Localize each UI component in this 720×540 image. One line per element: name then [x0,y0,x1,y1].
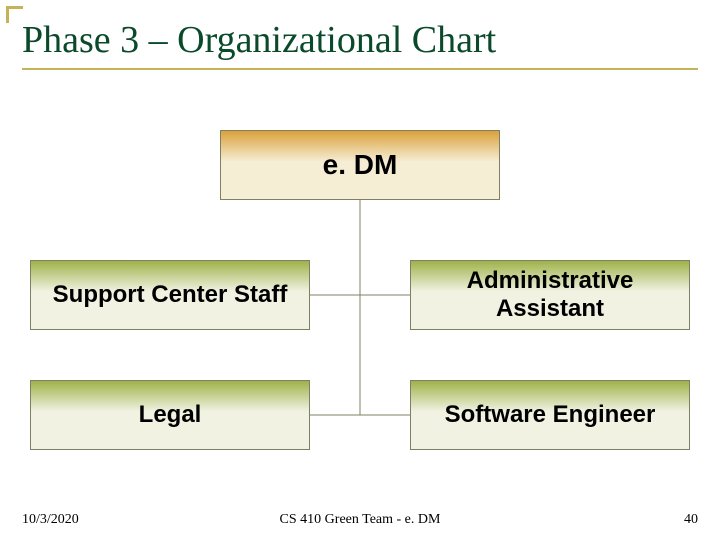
slide-title: Phase 3 – Organizational Chart [22,18,698,68]
footer-center: CS 410 Green Team - e. DM [0,512,720,528]
org-chart: e. DM Support Center Staff Administrative … [0,120,720,480]
node-root: e. DM [220,130,500,200]
node-support: Support Center Staff [30,260,310,330]
footer-page: 40 [684,512,698,528]
title-underline [22,68,698,70]
node-legal: Legal [30,380,310,450]
node-admin: Administrative Assistant [410,260,690,330]
title-block: Phase 3 – Organizational Chart [22,18,698,70]
node-software: Software Engineer [410,380,690,450]
corner-accent [6,6,23,23]
